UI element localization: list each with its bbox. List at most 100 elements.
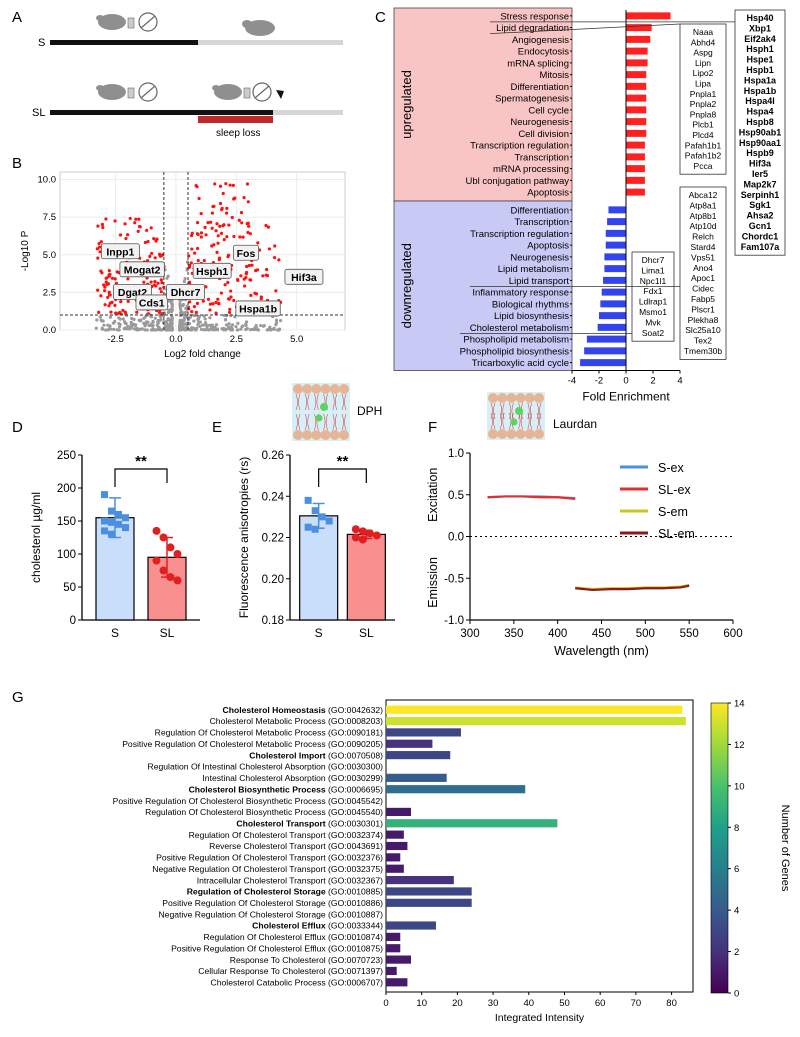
stress-response-gene: Hspb1: [746, 65, 774, 75]
data-point: [229, 289, 233, 293]
data-point: [103, 303, 107, 307]
colorbar: [710, 702, 729, 994]
data-point: [104, 217, 108, 221]
data-point: [240, 324, 244, 329]
data-point: [224, 182, 228, 186]
stress-response-gene: Ier5: [752, 169, 768, 179]
data-point: [208, 316, 212, 320]
data-point: [247, 224, 251, 228]
category-label: Differentiation: [511, 82, 569, 93]
data-point: [101, 527, 108, 535]
category-go-id: (GO:0090205): [326, 739, 383, 749]
data-point: [145, 328, 149, 332]
stress-response-gene: Fam107a: [741, 242, 781, 252]
stress-response-gene: Hspa1a: [744, 75, 777, 85]
cholesterol-metabolism-gene: Lima1: [641, 265, 664, 275]
x-tick-label: 300: [460, 628, 479, 640]
lipid-transport-gene: Apoc1: [691, 273, 715, 283]
data-point: [209, 327, 213, 331]
lipid-head: [329, 384, 340, 394]
category-label: Apoptosis: [527, 188, 569, 199]
data-point: [156, 325, 161, 329]
data-point: [109, 310, 113, 314]
laurdan-membrane-icon: [487, 392, 545, 440]
category-label: Biological rhythms: [492, 299, 569, 310]
data-point: [123, 222, 127, 226]
data-point: [264, 223, 268, 228]
data-point: [192, 319, 196, 323]
colorbar-tick-label: 0: [734, 989, 739, 1000]
data-point: [267, 247, 271, 251]
data-point: [224, 323, 229, 327]
data-point: [107, 269, 111, 273]
x-tick-label: 550: [680, 628, 699, 640]
category-label: Ubl conjugation pathway: [465, 176, 569, 187]
category-label: mRNA processing: [493, 164, 569, 175]
category-go-id: (GO:0010875): [326, 943, 383, 953]
lipid-tail: [332, 393, 338, 411]
category-label: Cholesterol Homeostasis (GO:0042632): [223, 705, 384, 715]
data-point: [112, 327, 116, 331]
data-point: [274, 323, 278, 327]
category-name: Intestinal Cholesterol Absorption: [202, 773, 325, 783]
lipid-degradation-gene: Lipo2: [693, 68, 714, 78]
data-point: [100, 222, 105, 227]
data-point: [190, 247, 194, 251]
lipid-tail: [527, 402, 533, 420]
x-tick-label: 450: [592, 628, 611, 640]
data-point: [195, 301, 200, 305]
data-point: [145, 276, 149, 280]
category-label: Transcription: [514, 152, 569, 163]
cholesterol-metabolism-gene: Dhcr7: [642, 255, 665, 265]
data-point: [106, 328, 110, 332]
y-tick-label: 7.5: [43, 212, 56, 223]
data-point: [221, 191, 225, 196]
cholesterol-metabolism-gene: Soat2: [642, 328, 664, 338]
category-label: Positive Regulation Of Cholesterol Stora…: [162, 898, 383, 908]
data-point: [210, 244, 214, 248]
data-point: [215, 222, 219, 226]
data-point: [229, 295, 233, 299]
data-point: [138, 327, 142, 331]
data-point: [223, 283, 227, 287]
data-point: [152, 526, 161, 535]
data-point: [215, 250, 219, 254]
y-tick-label: 250: [57, 450, 76, 462]
data-point: [166, 543, 175, 552]
category-label: Endocytosis: [518, 47, 569, 58]
y-tick-label: 200: [57, 483, 76, 495]
category-label: Differentiation: [511, 205, 569, 216]
x-tick-label: 50: [559, 998, 570, 1009]
category-label: Lipid metabolism: [498, 264, 569, 275]
gene-label: Cds1: [139, 297, 165, 309]
volcano-plot: 0.0 2.5 5.0 7.5 10.0 -2.5 0.0 2.5 5.0 Inpp1 Mogat2…: [20, 171, 346, 360]
category-go-id: (GO:0010874): [326, 932, 383, 942]
data-point: [196, 232, 200, 237]
data-point: [150, 251, 154, 256]
lipid-transport-box: [679, 186, 727, 360]
data-point: [178, 303, 182, 307]
data-point: [156, 321, 160, 325]
bar: [626, 141, 645, 149]
category-label: Cholesterol Catabolic Process (GO:000670…: [211, 978, 384, 988]
data-point: [204, 233, 208, 237]
colorbar-tick-label: 12: [734, 740, 745, 751]
category-label: Negative Regulation Of Cholesterol Stora…: [158, 909, 383, 919]
row-label-sl: SL: [32, 107, 45, 119]
bar: [626, 12, 671, 20]
stress-response-gene: Hspa4l: [745, 96, 775, 106]
y-axis-label: -Log10 P: [20, 230, 31, 271]
light-bar-sl: [273, 110, 343, 115]
data-point: [153, 316, 157, 320]
x-tick-label: 0.0: [169, 334, 182, 345]
x-tick-label: 40: [524, 998, 535, 1009]
bar: [386, 944, 401, 953]
data-point: [213, 182, 217, 186]
gene-label-box: [100, 243, 140, 260]
data-point: [115, 328, 119, 332]
x-tick-label: 600: [723, 628, 742, 640]
lipid-head: [497, 429, 508, 439]
category-label: Regulation Of Intestinal Cholesterol Abs…: [147, 762, 383, 772]
legend-label: S-ex: [658, 461, 684, 475]
